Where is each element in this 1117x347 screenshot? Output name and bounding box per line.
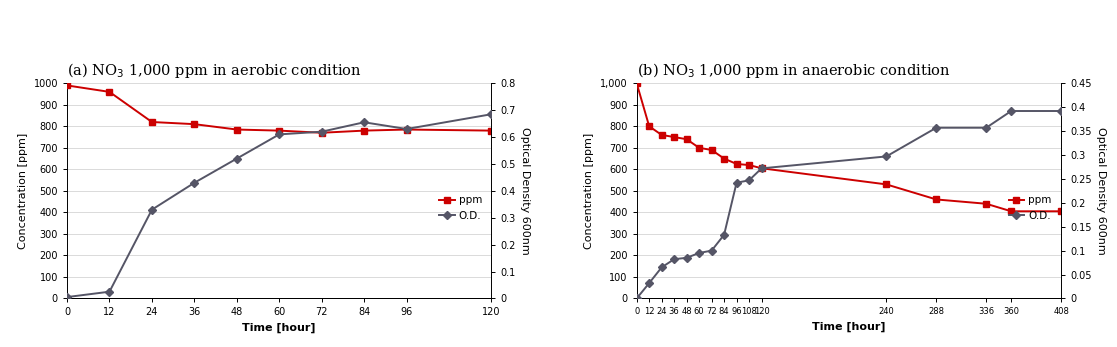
ppm bbox=[188, 122, 201, 126]
O.D. bbox=[642, 281, 656, 285]
ppm bbox=[273, 128, 286, 133]
ppm bbox=[60, 83, 74, 87]
Y-axis label: Optical Density 600nm: Optical Density 600nm bbox=[1096, 127, 1106, 255]
O.D. bbox=[693, 251, 706, 255]
Y-axis label: Optical Density 600nm: Optical Density 600nm bbox=[519, 127, 529, 255]
O.D. bbox=[980, 126, 993, 130]
Text: (b) NO$_3$ 1,000 ppm in anaerobic condition: (b) NO$_3$ 1,000 ppm in anaerobic condit… bbox=[637, 61, 951, 80]
ppm bbox=[230, 127, 244, 132]
ppm bbox=[729, 162, 743, 166]
ppm bbox=[642, 124, 656, 128]
Y-axis label: Concentration [ppm]: Concentration [ppm] bbox=[18, 133, 28, 249]
O.D. bbox=[485, 112, 498, 116]
O.D. bbox=[145, 208, 159, 212]
ppm bbox=[630, 81, 643, 85]
Y-axis label: Concentration [ppm]: Concentration [ppm] bbox=[584, 133, 594, 249]
O.D. bbox=[60, 295, 74, 299]
Line: ppm: ppm bbox=[64, 82, 495, 136]
Line: O.D.: O.D. bbox=[64, 111, 495, 300]
O.D. bbox=[729, 181, 743, 185]
ppm bbox=[693, 146, 706, 150]
ppm bbox=[315, 131, 328, 135]
O.D. bbox=[357, 120, 371, 124]
O.D. bbox=[230, 156, 244, 161]
ppm bbox=[743, 163, 756, 167]
ppm bbox=[929, 197, 943, 202]
O.D. bbox=[273, 132, 286, 136]
O.D. bbox=[668, 257, 681, 261]
X-axis label: Time [hour]: Time [hour] bbox=[812, 322, 886, 332]
ppm bbox=[103, 90, 116, 94]
ppm bbox=[1054, 209, 1068, 213]
Legend: ppm, O.D.: ppm, O.D. bbox=[1004, 191, 1056, 225]
ppm bbox=[880, 182, 894, 186]
O.D. bbox=[103, 290, 116, 294]
ppm bbox=[357, 128, 371, 133]
O.D. bbox=[880, 154, 894, 159]
O.D. bbox=[755, 166, 768, 170]
O.D. bbox=[680, 256, 694, 260]
O.D. bbox=[655, 265, 668, 269]
O.D. bbox=[743, 178, 756, 183]
X-axis label: Time [hour]: Time [hour] bbox=[242, 323, 316, 333]
Line: O.D.: O.D. bbox=[633, 108, 1065, 302]
ppm bbox=[668, 135, 681, 139]
Legend: ppm, O.D.: ppm, O.D. bbox=[435, 191, 486, 225]
ppm bbox=[705, 148, 718, 152]
ppm bbox=[680, 137, 694, 141]
O.D. bbox=[717, 233, 731, 237]
ppm bbox=[717, 156, 731, 161]
O.D. bbox=[929, 126, 943, 130]
O.D. bbox=[1004, 109, 1018, 113]
ppm bbox=[400, 127, 413, 132]
ppm bbox=[485, 128, 498, 133]
O.D. bbox=[400, 127, 413, 131]
O.D. bbox=[188, 181, 201, 185]
O.D. bbox=[315, 130, 328, 134]
ppm bbox=[1004, 209, 1018, 213]
ppm bbox=[980, 202, 993, 206]
ppm bbox=[655, 133, 668, 137]
O.D. bbox=[630, 296, 643, 301]
ppm bbox=[145, 120, 159, 124]
O.D. bbox=[1054, 109, 1068, 113]
ppm bbox=[755, 166, 768, 170]
O.D. bbox=[705, 248, 718, 253]
Text: (a) NO$_3$ 1,000 ppm in aerobic condition: (a) NO$_3$ 1,000 ppm in aerobic conditio… bbox=[67, 61, 362, 80]
Line: ppm: ppm bbox=[633, 80, 1065, 214]
